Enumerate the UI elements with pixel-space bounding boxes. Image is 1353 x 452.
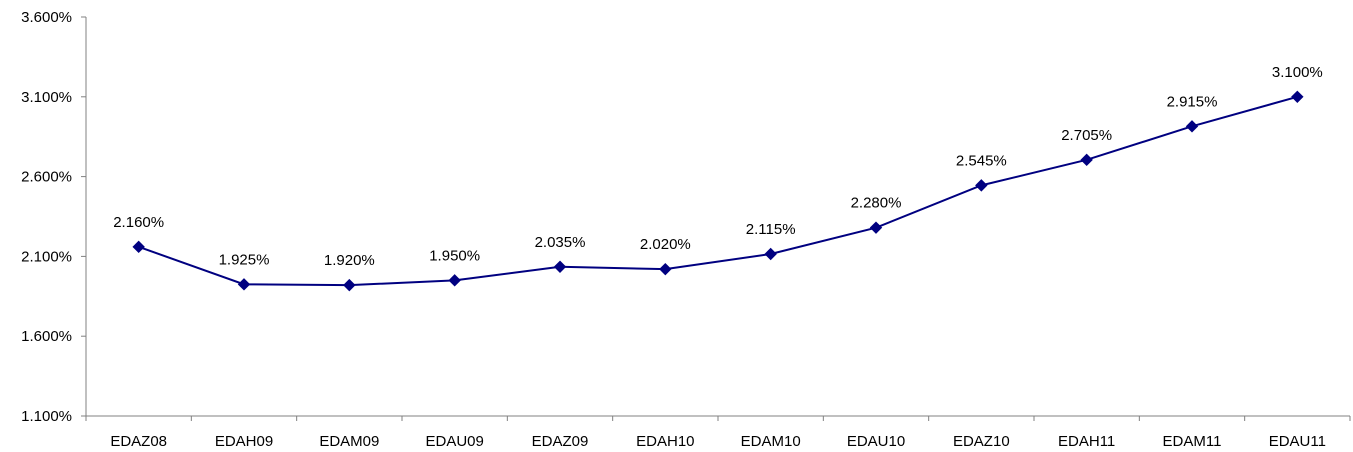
y-tick-label: 3.600% [21, 9, 72, 26]
data-label: 2.280% [851, 195, 902, 212]
data-point-marker [764, 247, 777, 261]
data-label: 2.705% [1061, 127, 1112, 144]
x-tick-label: EDAU11 [1269, 433, 1326, 450]
y-tick-label: 2.100% [21, 248, 72, 265]
data-label: 2.035% [535, 234, 586, 251]
data-point-marker [1185, 120, 1199, 133]
data-point-marker [343, 278, 356, 292]
chart-axes [85, 17, 1350, 417]
x-tick-label: EDAZ08 [110, 433, 167, 450]
y-tick-label: 1.100% [21, 408, 72, 425]
data-label: 2.915% [1167, 93, 1218, 110]
x-tick-label: EDAZ09 [532, 433, 589, 450]
y-tick-label: 1.600% [21, 328, 72, 345]
data-point-marker [1291, 90, 1304, 104]
data-point-marker [659, 262, 672, 276]
y-tick-label: 2.600% [21, 169, 72, 186]
data-label: 2.160% [113, 214, 164, 231]
x-tick-label: EDAM09 [319, 433, 379, 450]
data-label: 2.115% [746, 221, 796, 238]
data-point-marker [975, 179, 988, 192]
data-labels-group: 2.160% 1.925% 1.920% 1.950% 2.035% 2.020% 2.11… [113, 64, 1323, 269]
series-group [132, 90, 1304, 292]
x-axis-ticks: EDAZ08 EDAH09 EDAM09 EDAU09 EDAZ09 EDAH10 EDAM… [85, 416, 1351, 450]
y-axis-ticks: 1.100% 1.600% 2.100% 2.600% 3.100% 3.600% [21, 9, 86, 425]
y-tick-label: 3.100% [21, 89, 72, 106]
data-point-marker [132, 240, 145, 254]
data-point-marker [1080, 153, 1093, 167]
x-tick-label: EDAM10 [741, 433, 801, 450]
x-tick-label: EDAH11 [1058, 433, 1115, 450]
series-line [138, 95, 1298, 287]
data-point-marker [237, 278, 251, 291]
x-tick-label: EDAM11 [1163, 433, 1222, 450]
x-tick-label: EDAU10 [847, 433, 905, 450]
data-label: 1.925% [219, 251, 270, 268]
x-tick-label: EDAH10 [636, 433, 694, 450]
data-point-marker [553, 260, 567, 273]
x-tick-label: EDAZ10 [953, 433, 1010, 450]
data-label: 3.100% [1272, 64, 1323, 81]
data-label: 1.920% [324, 252, 375, 269]
x-tick-label: EDAH09 [215, 433, 273, 450]
data-point-marker [448, 274, 461, 287]
data-label: 2.020% [640, 236, 691, 253]
data-label: 1.950% [429, 247, 480, 264]
x-tick-label: EDAU09 [425, 433, 483, 450]
data-label: 2.545% [956, 152, 1007, 169]
data-point-marker [869, 221, 883, 234]
